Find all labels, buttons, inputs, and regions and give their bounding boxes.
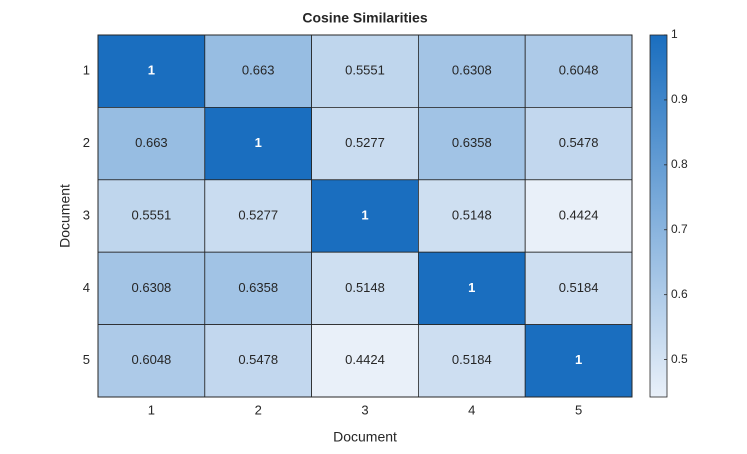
heatmap-cell — [311, 251, 419, 325]
cell-label: 0.6358 — [452, 135, 492, 150]
heatmap-cell — [524, 107, 633, 181]
heatmap-cell — [417, 34, 526, 108]
colorbar-tick-label: 1 — [671, 27, 678, 41]
cell-label: 0.663 — [135, 135, 168, 150]
cell-label: 0.5148 — [452, 207, 492, 222]
cell-label: 1 — [468, 280, 475, 295]
heatmap-cell — [524, 324, 633, 398]
heatmap-cell — [97, 324, 206, 398]
cell-label: 0.5478 — [238, 352, 278, 367]
colorbar-tick-label: 0.8 — [671, 157, 688, 171]
cell-label: 1 — [361, 207, 368, 222]
y-tick-label: 3 — [83, 207, 90, 222]
heatmap-cell — [311, 107, 419, 181]
cell-label: 0.6048 — [559, 63, 599, 78]
heatmap-cell — [204, 251, 313, 325]
cell-label: 0.6358 — [238, 280, 278, 295]
y-axis-label: Document — [57, 184, 73, 248]
colorbar-tick-label: 0.6 — [671, 287, 688, 301]
cell-label: 0.5184 — [452, 352, 492, 367]
x-tick-label: 5 — [575, 402, 582, 417]
cell-label: 1 — [575, 352, 582, 367]
cell-label: 1 — [148, 63, 155, 78]
chart-title: Cosine Similarities — [302, 10, 427, 26]
cell-label: 0.663 — [242, 63, 275, 78]
y-tick-label: 1 — [83, 63, 90, 78]
x-tick-label: 3 — [361, 402, 368, 417]
cell-label: 0.5148 — [345, 280, 385, 295]
cell-label: 0.5551 — [345, 63, 385, 78]
cell-label: 0.4424 — [559, 207, 599, 222]
cell-label: 0.5277 — [238, 207, 278, 222]
y-tick-label: 5 — [83, 352, 90, 367]
y-tick-label: 4 — [83, 280, 90, 295]
x-axis-label: Document — [333, 429, 397, 445]
heatmap-cell — [311, 324, 419, 398]
cell-label: 0.5551 — [132, 207, 172, 222]
x-tick-label: 2 — [255, 402, 262, 417]
heatmap-cell — [524, 251, 633, 325]
cell-label: 0.6308 — [132, 280, 172, 295]
heatmap-cell — [204, 34, 313, 108]
colorbar — [649, 34, 668, 398]
heatmap-cell — [204, 324, 313, 398]
x-tick-label: 1 — [148, 402, 155, 417]
cell-label: 0.5184 — [559, 280, 599, 295]
colorbar-tick-label: 0.7 — [671, 222, 688, 236]
heatmap-cell — [417, 251, 526, 325]
colorbar-tick-label: 0.5 — [671, 352, 688, 366]
cell-label: 0.5277 — [345, 135, 385, 150]
heatmap-cell — [97, 107, 206, 181]
cell-label: 1 — [255, 135, 262, 150]
cell-label: 0.5478 — [559, 135, 599, 150]
heatmap-cell — [97, 34, 206, 108]
heatmap-cell — [204, 179, 313, 253]
plot-border — [97, 34, 633, 398]
cell-label: 0.4424 — [345, 352, 385, 367]
heatmap-cell — [524, 34, 633, 108]
heatmap-cell — [524, 179, 633, 253]
cell-label: 0.6048 — [132, 352, 172, 367]
heatmap-cell — [417, 179, 526, 253]
x-tick-label: 4 — [468, 402, 475, 417]
y-tick-label: 2 — [83, 135, 90, 150]
colorbar-tick-label: 0.9 — [671, 92, 688, 106]
heatmap-cell — [311, 179, 419, 253]
cell-label: 0.6308 — [452, 63, 492, 78]
